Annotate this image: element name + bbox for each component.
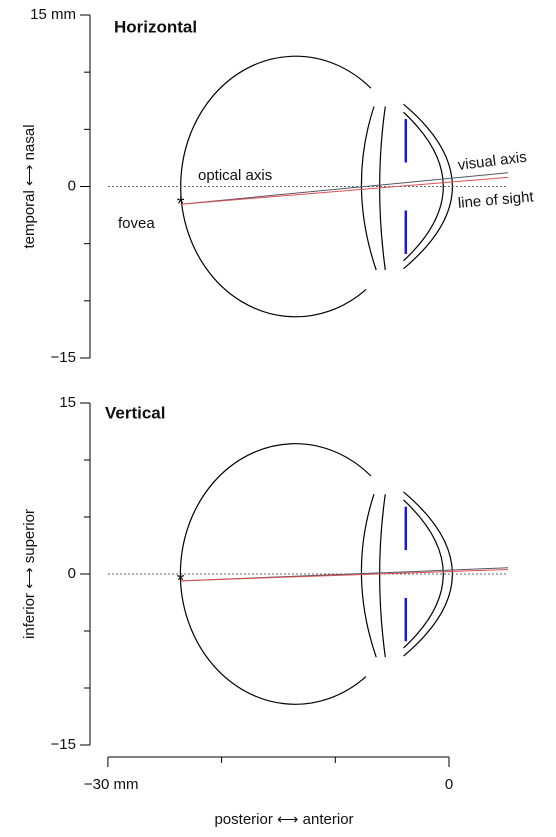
panel-title: Horizontal	[114, 17, 197, 36]
x-axis-label: posterior ⟷ anterior	[214, 811, 353, 828]
annotation: optical axis	[198, 167, 272, 184]
y-tick-label: 0	[68, 177, 76, 194]
x-tick-label: 0	[445, 776, 453, 793]
fovea-marker: *	[177, 194, 185, 216]
fovea-marker: *	[177, 570, 185, 592]
figure: −15 0 15 mm temporal ⟷ nasal Horizontal * opti…	[0, 0, 556, 832]
y-axis-label: inferior ⟷ superior	[21, 509, 38, 639]
y-tick-label: 15	[59, 394, 76, 411]
y-tick-label: 0	[68, 565, 76, 582]
line-of-sight	[181, 569, 508, 580]
panel-title: Vertical	[105, 403, 166, 422]
annotation: visual axis	[457, 149, 528, 174]
y-tick-label: −15	[51, 736, 76, 753]
y-tick-label: −15	[51, 349, 76, 366]
lens-anterior	[380, 494, 386, 657]
annotation: line of sight	[457, 188, 535, 212]
annotation: fovea	[118, 215, 155, 232]
lens-posterior	[361, 494, 376, 657]
y-axis-label: temporal ⟷ nasal	[21, 124, 38, 248]
y-tick-label: 15 mm	[30, 6, 76, 23]
x-tick-label: −30 mm	[84, 776, 139, 793]
